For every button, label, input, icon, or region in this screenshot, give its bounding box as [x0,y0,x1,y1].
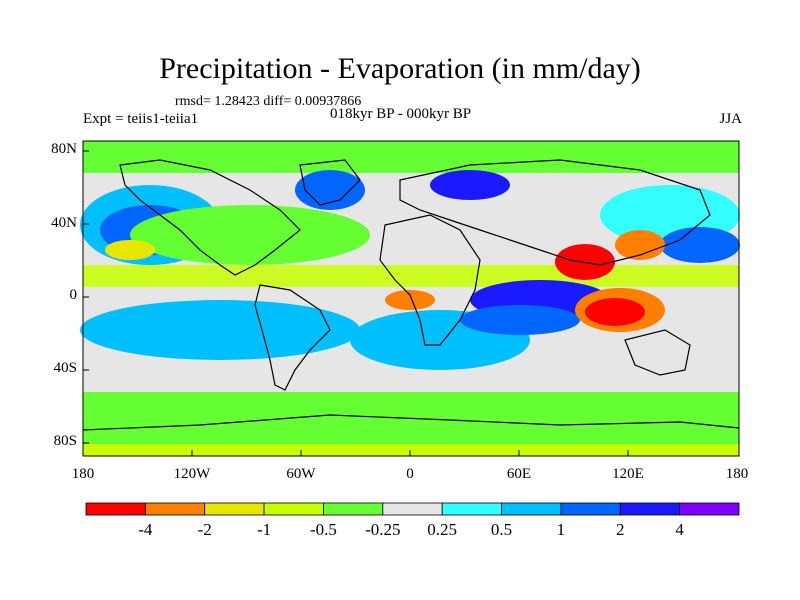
pacific-yellow [105,240,155,260]
eurasia-coast [399,159,711,266]
gulf-guinea-orange [385,290,435,310]
colorbar-label: 4 [675,520,684,539]
colorbar-swatch [441,502,502,516]
colorbar-swatch [560,502,621,516]
maritime-red [585,298,645,326]
colorbar-label: 2 [616,520,625,539]
colorbar-label: 1 [556,520,566,539]
colorbar-label: 0.5 [490,520,513,539]
x-tick-label: 120E [612,466,644,482]
colorbar-label: -4 [138,520,153,539]
antarctica-coast [82,414,740,431]
y-tick-label: 40S [53,360,77,376]
colorbar-label: 0.25 [427,520,458,539]
period-label: 018kyr BP - 000kyr BP [330,106,472,122]
map-panel [80,140,740,457]
arctic-band [83,141,739,173]
y-tick-label: 80N [51,141,77,157]
subtropic-band [83,265,739,287]
colorbar-swatch [501,502,562,516]
colorbar-label: -2 [197,520,212,539]
y-tick-label: 0 [69,287,78,303]
colorbar-swatch [85,502,146,516]
africa-coast [379,214,481,346]
colorbar-swatch [679,502,740,516]
colorbar-label: -0.25 [365,520,401,539]
colorbar-label: -0.5 [309,520,337,539]
experiment-label: Expt = teiis1-teiia1 [83,111,199,127]
x-tick-label: 0 [406,466,414,482]
y-tick-label: 40N [51,215,77,231]
australia-coast [624,329,691,376]
map-frame [82,140,740,457]
x-tick-label: 180 [71,466,95,482]
colorbar [85,502,740,516]
indian-ocean-core [460,305,580,335]
colorbar-swatch [204,502,265,516]
colorbar-swatch [144,502,206,516]
colorbar-swatch [323,502,384,516]
x-tick-label: 60W [286,466,316,482]
colorbar-swatch [263,502,324,516]
axis-ticks [83,150,629,456]
stats-text: rmsd= 1.28423 diff= 0.00937866 [175,94,362,109]
epacific-blue [80,300,360,360]
antarctic-band [83,444,739,456]
north-america-coast [119,159,301,276]
x-tick-label: 60E [506,466,532,482]
colorbar-swatch [619,502,681,516]
y-tick-label: 80S [53,433,77,449]
map-title: Precipitation - Evaporation (in mm/day) [159,52,641,85]
south-america-coast [254,284,331,391]
scandinavia-blue [430,170,510,200]
x-tick-label: 120W [173,466,211,482]
natl-green [130,205,370,265]
season-label: JJA [719,111,742,127]
greenland-coast [299,159,361,206]
greenland-blue [295,170,365,210]
wpacific-blue [660,227,740,263]
colorbar-swatch [382,502,443,516]
scs-orange [615,230,665,260]
coastlines [82,159,740,431]
colorbar-label: -1 [256,520,272,539]
x-tick-label: 180 [725,466,749,482]
